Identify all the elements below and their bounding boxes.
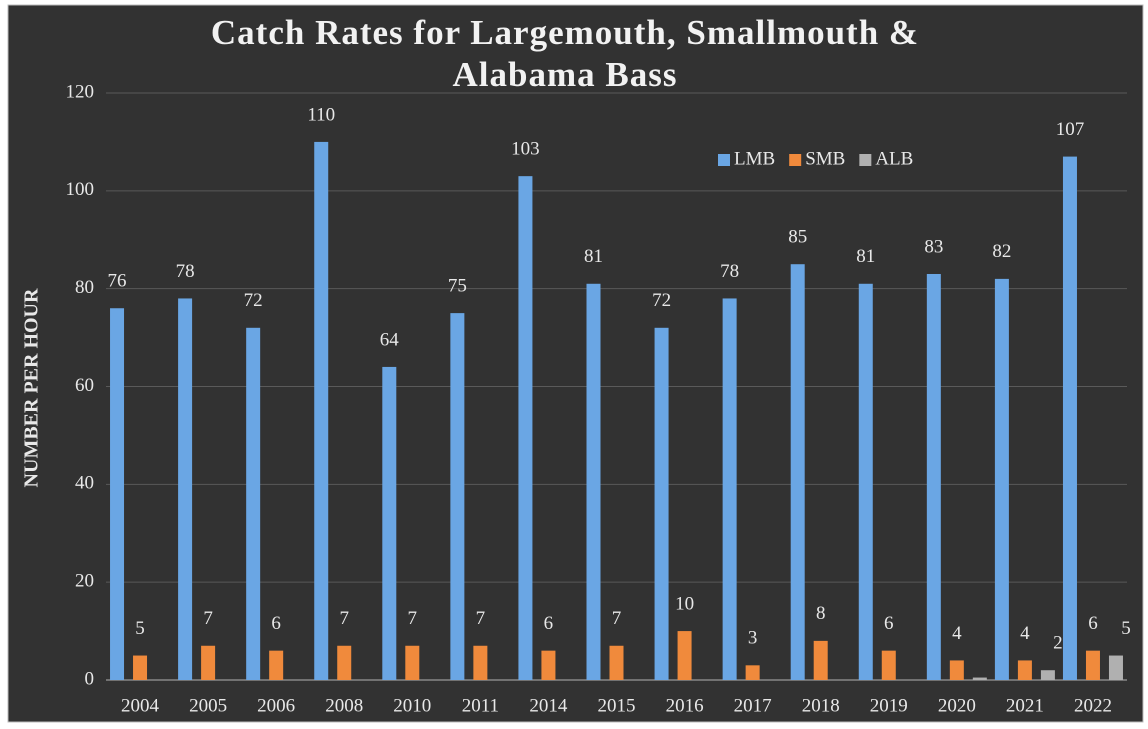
data-label: 72 — [652, 290, 671, 311]
legend-swatch — [789, 154, 802, 166]
bar — [926, 273, 941, 680]
x-tick-label: 2018 — [802, 695, 840, 716]
bar — [133, 655, 148, 680]
bar — [110, 308, 125, 680]
data-label: 103 — [511, 139, 540, 160]
bar — [246, 327, 261, 680]
bar — [314, 141, 329, 680]
data-label: 7 — [476, 608, 486, 629]
x-tick-label: 2017 — [734, 695, 772, 716]
data-label: 6 — [544, 613, 554, 634]
y-tick-label: 20 — [75, 571, 94, 592]
x-tick-label: 2010 — [393, 695, 431, 716]
data-label: 72 — [244, 290, 263, 311]
bar — [405, 645, 420, 680]
bar — [949, 660, 964, 680]
bar — [972, 677, 987, 680]
x-tick-label: 2022 — [1074, 695, 1112, 716]
x-tick-label: 2004 — [121, 695, 160, 716]
data-label: 2 — [1053, 633, 1063, 654]
data-label: 5 — [1121, 618, 1131, 639]
bar — [858, 283, 873, 680]
data-label: 107 — [1056, 119, 1085, 140]
data-label: 81 — [856, 246, 875, 267]
bar — [813, 640, 828, 680]
bar — [1040, 670, 1055, 680]
data-label: 78 — [720, 261, 739, 282]
data-label: 6 — [271, 613, 281, 634]
bar — [269, 650, 284, 680]
y-tick-label: 100 — [66, 179, 95, 200]
data-label: 82 — [992, 241, 1011, 262]
bar — [1017, 660, 1032, 680]
bar — [541, 650, 556, 680]
x-tick-label: 2021 — [1006, 695, 1044, 716]
y-tick-label: 40 — [75, 473, 94, 494]
legend-label: LMB — [734, 148, 775, 169]
data-label: 110 — [307, 104, 335, 125]
x-tick-label: 2016 — [666, 695, 704, 716]
data-label: 3 — [748, 628, 758, 649]
bar — [450, 313, 465, 680]
data-label: 83 — [924, 236, 943, 257]
x-tick-label: 2011 — [462, 695, 499, 716]
y-tick-label: 0 — [85, 668, 95, 689]
bar — [745, 665, 760, 680]
data-label: 7 — [339, 608, 349, 629]
data-label: 76 — [108, 271, 127, 292]
legend-label: SMB — [805, 148, 845, 169]
bar — [881, 650, 896, 680]
data-label: 81 — [584, 246, 603, 267]
data-label: 7 — [408, 608, 418, 629]
y-axis-label: NUMBER PER HOUR — [21, 288, 43, 487]
bar — [178, 298, 193, 680]
data-label: 85 — [788, 227, 807, 248]
bar — [1085, 650, 1100, 680]
x-tick-label: 2019 — [870, 695, 908, 716]
bar — [337, 645, 352, 680]
bar — [790, 264, 805, 680]
x-tick-label: 2005 — [189, 695, 227, 716]
bar — [654, 327, 669, 680]
bar — [677, 631, 692, 680]
data-label: 7 — [203, 608, 213, 629]
bar — [1108, 655, 1123, 680]
legend-swatch — [859, 154, 872, 166]
data-label: 6 — [884, 613, 894, 634]
x-tick-label: 2020 — [938, 695, 976, 716]
chart-background — [7, 4, 1144, 723]
data-label: 4 — [1020, 623, 1030, 644]
data-label: 78 — [176, 261, 195, 282]
bar — [201, 645, 216, 680]
x-tick-label: 2014 — [529, 695, 568, 716]
bar — [609, 645, 624, 680]
y-tick-label: 60 — [75, 375, 94, 396]
x-tick-label: 2008 — [325, 695, 363, 716]
bar — [722, 298, 737, 680]
bar — [473, 645, 488, 680]
y-tick-label: 80 — [75, 277, 94, 298]
data-label: 6 — [1088, 613, 1098, 634]
x-tick-label: 2006 — [257, 695, 295, 716]
data-label: 10 — [675, 593, 694, 614]
data-label: 5 — [135, 618, 145, 639]
chart-title: Catch Rates for Largemouth, Smallmouth &… — [210, 13, 920, 94]
bar — [518, 176, 533, 681]
bar — [1062, 156, 1077, 680]
y-tick-label: 120 — [66, 81, 95, 102]
bar — [994, 278, 1009, 680]
legend-swatch — [718, 154, 730, 166]
data-label: 4 — [952, 623, 962, 644]
data-label: 64 — [380, 329, 400, 350]
data-label: 75 — [448, 275, 467, 296]
bar — [586, 283, 601, 680]
bar — [382, 366, 397, 680]
data-label: 7 — [612, 608, 622, 629]
x-tick-label: 2015 — [598, 695, 636, 716]
data-label: 8 — [816, 603, 826, 624]
legend-label: ALB — [875, 148, 913, 169]
